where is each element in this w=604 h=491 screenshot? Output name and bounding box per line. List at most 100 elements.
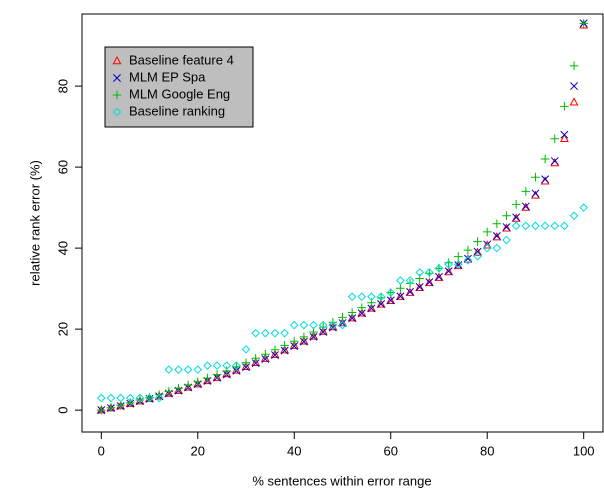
point xyxy=(251,328,260,338)
point xyxy=(357,292,367,302)
point xyxy=(183,365,193,374)
point xyxy=(299,337,308,346)
point xyxy=(193,365,203,374)
point xyxy=(376,299,386,308)
point xyxy=(424,277,434,287)
point xyxy=(444,258,453,268)
point xyxy=(444,260,453,269)
point xyxy=(569,61,579,71)
point xyxy=(415,283,424,291)
point xyxy=(299,320,309,330)
legend-marker xyxy=(113,74,121,82)
point xyxy=(386,288,396,297)
point xyxy=(222,366,232,376)
y-tick-label: 60 xyxy=(55,160,70,174)
point xyxy=(202,375,212,385)
point xyxy=(222,369,232,378)
point xyxy=(164,365,174,374)
point xyxy=(328,317,338,327)
point xyxy=(473,251,482,261)
point xyxy=(280,346,289,355)
point xyxy=(492,219,502,229)
legend-marker xyxy=(112,90,122,100)
x-tick-label: 0 xyxy=(98,443,105,458)
point xyxy=(96,393,106,403)
point xyxy=(492,232,501,240)
point xyxy=(328,323,337,332)
point xyxy=(550,157,559,165)
point xyxy=(367,304,376,313)
point xyxy=(299,332,309,342)
point xyxy=(289,320,299,330)
y-tick-label: 0 xyxy=(55,407,70,414)
point xyxy=(531,221,540,231)
point xyxy=(415,268,424,277)
point xyxy=(531,189,540,198)
point xyxy=(328,320,338,330)
point xyxy=(290,342,299,351)
x-tick-label: 80 xyxy=(480,443,494,458)
point xyxy=(164,388,174,397)
point xyxy=(502,223,511,232)
point xyxy=(395,291,405,300)
legend-marker xyxy=(112,107,122,117)
point xyxy=(174,383,183,393)
point xyxy=(106,403,116,413)
point xyxy=(453,252,463,261)
point xyxy=(473,247,482,256)
y-tick-label: 40 xyxy=(55,241,70,255)
legend-box xyxy=(104,46,254,128)
point xyxy=(521,221,531,231)
point xyxy=(318,322,328,332)
point xyxy=(434,264,444,273)
point xyxy=(540,176,550,185)
point xyxy=(425,268,434,277)
point xyxy=(367,303,376,312)
point xyxy=(289,340,299,349)
point xyxy=(270,328,280,338)
point xyxy=(511,200,521,209)
y-tick-label: 80 xyxy=(55,79,70,93)
point xyxy=(347,313,357,322)
point xyxy=(261,355,270,364)
point xyxy=(280,341,289,350)
point xyxy=(357,303,367,312)
point xyxy=(203,373,212,383)
point xyxy=(521,202,530,211)
point xyxy=(541,175,550,184)
point xyxy=(135,395,145,405)
point xyxy=(406,287,414,296)
point xyxy=(405,287,415,296)
point xyxy=(473,247,483,256)
x-tick-label: 40 xyxy=(287,443,301,458)
point xyxy=(482,240,492,249)
point xyxy=(492,232,502,241)
point xyxy=(521,202,531,211)
point xyxy=(116,400,125,410)
point xyxy=(193,377,203,387)
point xyxy=(260,353,270,362)
point xyxy=(338,319,347,327)
point xyxy=(463,245,473,255)
point xyxy=(183,382,193,391)
point xyxy=(183,380,193,390)
point xyxy=(174,385,183,394)
point xyxy=(405,279,415,288)
point xyxy=(232,361,241,370)
point xyxy=(511,221,521,231)
point xyxy=(453,260,463,270)
point xyxy=(560,102,569,111)
point xyxy=(280,345,290,354)
point xyxy=(560,130,569,139)
point xyxy=(96,405,106,415)
point xyxy=(270,349,280,358)
point xyxy=(125,398,135,408)
point xyxy=(473,237,482,246)
point xyxy=(251,357,261,366)
point xyxy=(531,172,540,182)
x-axis-label: % sentences within error range xyxy=(252,473,431,488)
point xyxy=(396,283,405,293)
point xyxy=(386,295,396,304)
point xyxy=(367,292,376,302)
point xyxy=(396,292,405,301)
